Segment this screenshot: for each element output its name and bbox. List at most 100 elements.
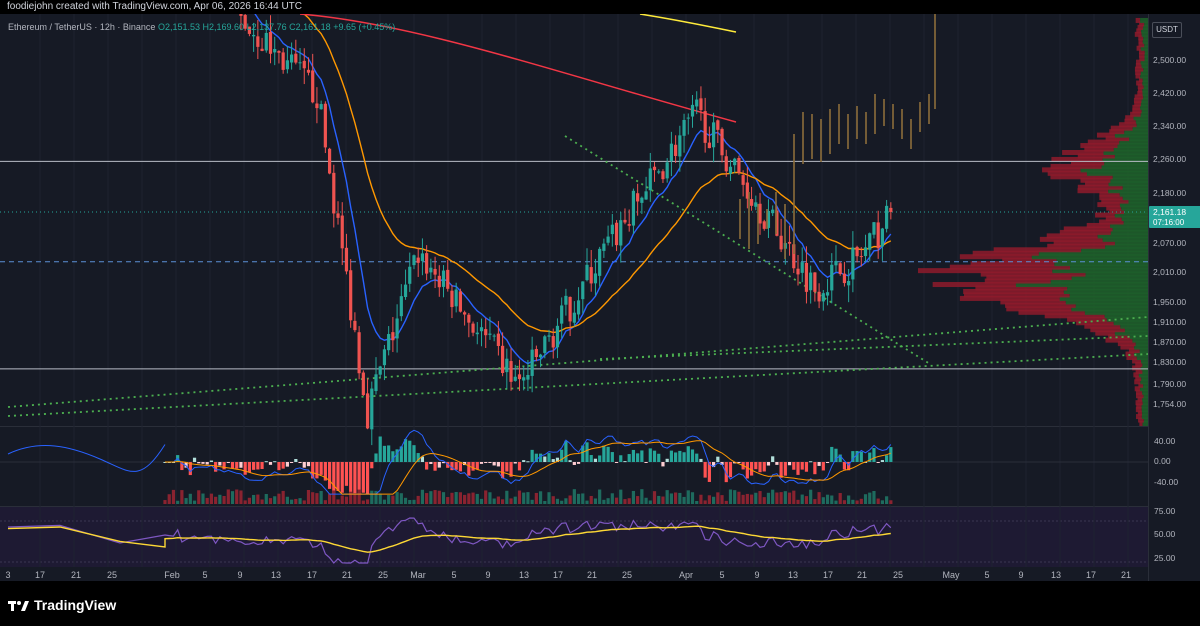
candle-body (484, 329, 488, 336)
volume-bar (690, 492, 695, 504)
macd-hist-bar (538, 453, 543, 462)
macd-hist-bar (779, 462, 783, 478)
volume-bar (733, 490, 737, 504)
volume-profile-bar (1143, 66, 1148, 72)
volume-profile-bar (959, 295, 1060, 301)
volume-bar (674, 492, 678, 504)
symbol-title[interactable]: Ethereum / TetherUS · 12h · Binance (8, 22, 156, 32)
candle-body (880, 228, 884, 247)
volume-profile-bar (1135, 17, 1141, 23)
volume-profile-bar (1136, 354, 1148, 360)
candle-body (631, 190, 636, 226)
volume-bar (230, 491, 235, 504)
volume-bar (517, 490, 522, 504)
volume-bar (572, 489, 576, 504)
macd-hist-bar (188, 462, 192, 476)
candle-body (606, 236, 610, 243)
volume-bar (800, 494, 804, 504)
candle-body (395, 318, 399, 339)
macd-hist-bar (450, 462, 454, 471)
volume-bar (669, 493, 673, 504)
volume-bar (564, 498, 568, 504)
candle-body (652, 166, 657, 171)
volume-bar (543, 500, 547, 504)
macd-hist-bar (543, 456, 547, 462)
macd-hist-bar (197, 462, 201, 464)
price-axis[interactable]: 2,500.00 2,420.00 2,340.00 2,260.00 2,180.00… (1148, 14, 1200, 581)
volume-bar (336, 499, 340, 504)
volume-profile-bar (1096, 132, 1115, 138)
symbol-legend: Ethereum / TetherUS · 12h · Binance O2,1… (8, 22, 395, 32)
time-axis-label: 5 (984, 570, 989, 580)
volume-profile-bar (1141, 358, 1148, 364)
volume-profile-bar (1097, 202, 1120, 208)
macd-hist-bar (695, 453, 699, 462)
macd-hist-bar (458, 462, 462, 472)
volume-profile-bar (1105, 243, 1148, 249)
brand-name: TradingView (34, 597, 117, 613)
price-axis-label: 2,180.00 (1153, 188, 1186, 198)
chart-canvas[interactable]: 3 17 21 25 Feb 5 9 13 17 21 25 Mar 5 9 13 17 21 25 Apr 5 9 13… (0, 0, 1149, 581)
macd-hist-bar (564, 440, 568, 462)
candle-body (433, 268, 437, 275)
volume-profile-bar (1141, 407, 1148, 413)
candle-body (370, 388, 374, 430)
volume-bar (754, 492, 758, 504)
volume-bar (315, 493, 319, 504)
candle-body (349, 270, 353, 321)
macd-hist-bar (306, 462, 311, 467)
volume-bar (361, 500, 365, 504)
volume-bar (446, 497, 450, 504)
volume-bar (205, 497, 209, 504)
price-axis-label: 2,500.00 (1153, 55, 1186, 65)
macd-hist-bar (572, 462, 576, 465)
volume-profile-bar (1050, 174, 1113, 180)
candle-body (247, 26, 251, 34)
chart-area[interactable]: 3 17 21 25 Feb 5 9 13 17 21 25 Mar 5 9 13 17 21 25 Apr 5 9 13… (0, 0, 1149, 581)
volume-bar (640, 489, 644, 504)
volume-profile-bar (1139, 21, 1145, 27)
macd-hist-bar (399, 446, 403, 462)
volume-profile-bar (1051, 156, 1103, 162)
volume-profile-bar (1144, 49, 1148, 55)
time-axis-label: 21 (857, 570, 867, 580)
macd-hist-bar (243, 462, 247, 475)
candle-body (614, 222, 619, 246)
candle-body (513, 376, 517, 381)
candle-body (796, 268, 800, 275)
volume-bar (695, 500, 699, 504)
rsi-band (0, 507, 1148, 567)
volume-bar (623, 499, 627, 504)
macd-hist-bar (209, 460, 214, 462)
volume-profile-bar (1047, 170, 1087, 176)
macd-hist-bar (230, 462, 235, 469)
macd-hist-bar (792, 462, 796, 470)
candle-body (441, 270, 446, 287)
candle-body (661, 171, 665, 180)
volume-bar (340, 495, 344, 504)
volume-profile-bar (1142, 80, 1148, 86)
currency-label[interactable]: USDT (1152, 22, 1182, 38)
time-axis-label: 9 (1018, 570, 1023, 580)
volume-profile-bar (1105, 337, 1133, 343)
volume-profile-bar (1050, 278, 1148, 284)
volume-bar (332, 490, 336, 504)
candle-body (243, 14, 247, 29)
macd-hist-bar (728, 462, 733, 478)
volume-profile-bar (1132, 104, 1141, 110)
macd-hist-bar (644, 462, 648, 463)
volume-profile-bar (1067, 285, 1148, 291)
volume-bar (252, 494, 256, 504)
candle-body (813, 272, 817, 292)
volume-bar (602, 499, 606, 504)
volume-profile-bar (1135, 393, 1144, 399)
macd-hist-bar (716, 456, 720, 462)
volume-profile-bar (1142, 389, 1148, 395)
volume-profile-bar (1141, 414, 1148, 420)
macd-hist-bar (661, 462, 665, 467)
macd-hist-bar (239, 462, 243, 468)
tradingview-logo[interactable]: TradingView (8, 597, 116, 613)
volume-profile-bar (1119, 191, 1148, 197)
candle-body (454, 289, 458, 307)
legend-low: L2,137.76 (246, 22, 287, 32)
